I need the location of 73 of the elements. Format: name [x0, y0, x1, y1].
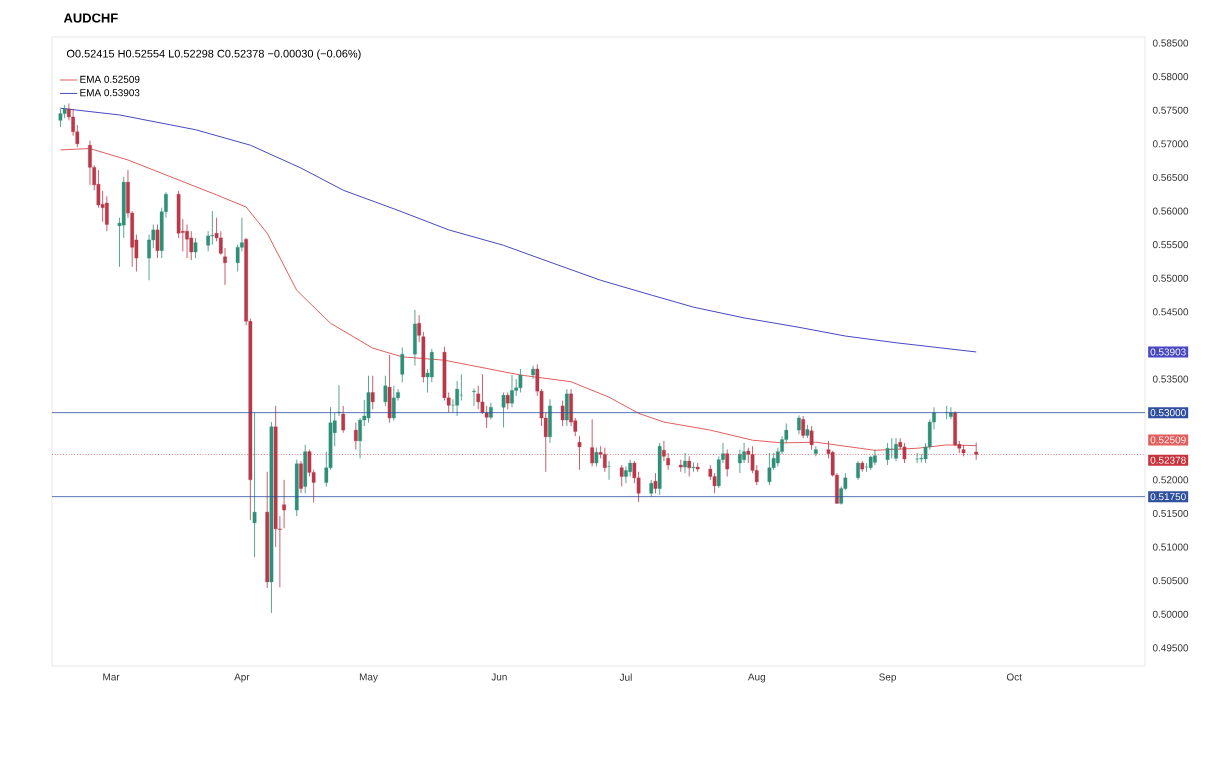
candlestick	[602, 447, 607, 473]
candlestick	[619, 464, 624, 487]
x-tick-label: Mar	[103, 673, 120, 681]
candlestick	[915, 452, 919, 464]
y-tick-label: 0.49500	[1152, 644, 1189, 652]
text: O0.52415 H0.52554 L0.52298 C0.52378 −0.00030 (−0.06%)	[66, 49, 361, 60]
candlestick	[341, 405, 346, 434]
y-tick-label: 0.56500	[1152, 173, 1189, 181]
x-tick-label: Apr	[234, 673, 250, 683]
candlestick	[725, 449, 730, 477]
candlestick	[687, 455, 692, 477]
x-tick-label: Sep	[879, 673, 897, 683]
candlestick	[400, 347, 405, 383]
candlestick	[885, 442, 890, 466]
text: 0.52509	[1150, 436, 1186, 444]
chart-title: AUDCHF	[63, 13, 118, 23]
candlestick	[354, 422, 358, 451]
candlestick	[531, 365, 535, 380]
y-tick-label: 0.50000	[1152, 610, 1189, 618]
candlestick	[210, 210, 215, 246]
candlestick	[683, 452, 687, 474]
y-tick-label: 0.58000	[1152, 73, 1189, 81]
candlestick	[155, 224, 160, 259]
y-tick-label: 0.54500	[1152, 308, 1189, 316]
candlestick	[653, 472, 658, 494]
ref-line-label: 0.52378	[1150, 456, 1186, 464]
x-tick-label: Jun	[491, 673, 507, 681]
x-tick-label: Oct	[1006, 673, 1022, 681]
legend-label: EMA 0.53903	[80, 89, 140, 97]
candlestick	[797, 414, 801, 435]
y-tick-label: 0.57500	[1152, 106, 1189, 114]
y-tick-label: 0.58500	[1152, 39, 1189, 47]
candlestick	[974, 442, 979, 461]
ref-line-label: 0.53000	[1150, 409, 1186, 417]
candlestick	[767, 452, 772, 486]
text: 0.53903	[1150, 348, 1186, 356]
candlestick	[691, 461, 696, 473]
candlestick	[383, 375, 388, 407]
candlestick	[902, 442, 907, 464]
candlestick	[391, 385, 396, 422]
candlestick	[501, 392, 506, 428]
candlestick	[370, 375, 375, 410]
candlestick	[252, 412, 257, 558]
candlestick	[472, 388, 476, 407]
y-tick-label: 0.57000	[1152, 140, 1189, 148]
y-tick-label: 0.51500	[1152, 509, 1189, 517]
candlestick	[337, 384, 341, 417]
y-tick-label: 0.50500	[1152, 577, 1189, 585]
candlestick	[455, 380, 459, 417]
candlestick	[607, 460, 611, 481]
candlestick	[894, 437, 898, 462]
x-tick-label: Aug	[747, 673, 765, 683]
y-tick-label: 0.51000	[1152, 543, 1189, 551]
y-tick-label: 0.53500	[1152, 375, 1189, 383]
candlestick	[282, 479, 286, 529]
candlestick	[193, 237, 198, 259]
y-tick-label: 0.56000	[1152, 207, 1189, 215]
candlestick	[590, 418, 595, 467]
candlestick	[949, 406, 953, 420]
x-tick-label: May	[359, 673, 378, 683]
candlestick	[206, 230, 210, 252]
candlestick	[594, 447, 599, 467]
legend-label: EMA 0.52509	[80, 75, 140, 83]
ref-line-label: 0.51750	[1150, 493, 1186, 501]
candlestick	[856, 460, 860, 481]
candlestick	[889, 437, 894, 459]
y-tick-label: 0.52000	[1152, 476, 1189, 484]
candlestick	[560, 400, 565, 427]
candlestick	[577, 435, 582, 471]
x-tick-label: Jul	[619, 673, 632, 681]
y-tick-label: 0.55000	[1152, 274, 1189, 282]
y-tick-label: 0.55500	[1152, 241, 1189, 249]
candlestick	[518, 368, 523, 393]
